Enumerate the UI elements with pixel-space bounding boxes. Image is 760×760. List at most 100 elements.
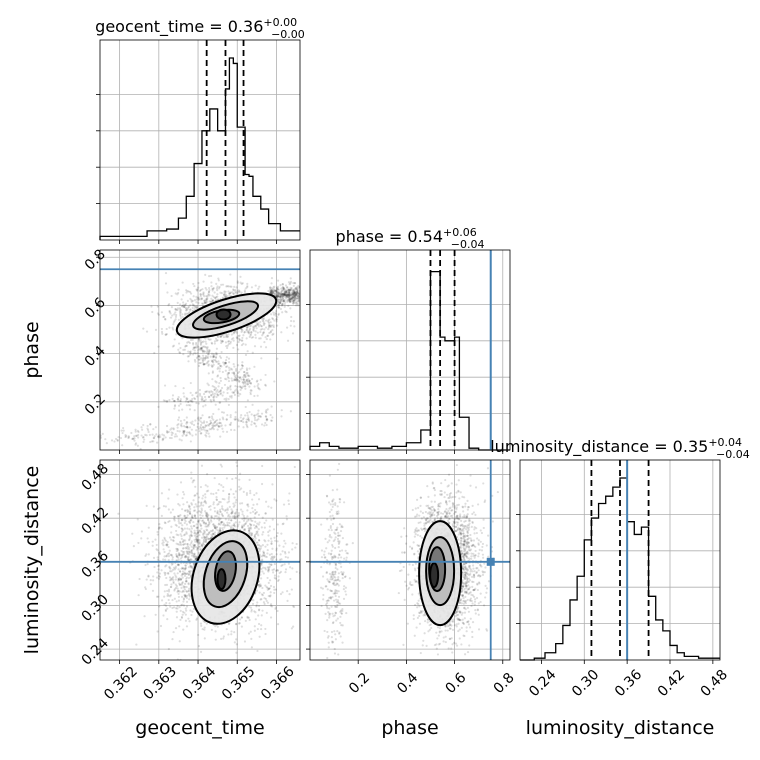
sample-point: [181, 550, 184, 554]
sample-point: [227, 342, 230, 346]
sample-point: [285, 290, 288, 293]
sample-point: [205, 298, 209, 301]
sample-point: [190, 551, 194, 555]
sample-point: [211, 391, 214, 394]
sample-point: [177, 342, 181, 345]
sample-point: [288, 290, 291, 294]
sample-point: [248, 381, 251, 385]
sample-point: [204, 345, 207, 349]
sample-point: [156, 441, 159, 444]
sample-point: [230, 428, 233, 431]
sample-point: [200, 398, 203, 401]
sample-point: [193, 524, 196, 527]
sample-point: [190, 533, 193, 536]
sample-point: [197, 297, 201, 301]
sample-point: [195, 538, 198, 541]
sample-point: [197, 521, 200, 524]
sample-point: [194, 419, 197, 422]
sample-point: [292, 289, 295, 292]
sample-point: [287, 298, 290, 301]
sample-point: [213, 392, 217, 395]
sample-point: [278, 544, 281, 547]
sample-point: [270, 289, 273, 292]
sample-point: [207, 286, 211, 290]
sample-point: [189, 391, 192, 394]
sample-point: [201, 350, 205, 354]
sample-point: [145, 504, 148, 508]
sample-point: [253, 539, 257, 542]
sample-point: [188, 528, 191, 531]
sample-point: [248, 327, 252, 330]
sample-point: [180, 574, 183, 577]
sample-point: [175, 616, 179, 619]
sample-point: [281, 591, 284, 594]
sample-point: [222, 293, 226, 296]
sample-point: [173, 399, 176, 403]
sample-point: [258, 521, 261, 524]
sample-point: [175, 435, 178, 438]
sample-point: [200, 501, 203, 504]
sample-point: [189, 433, 192, 436]
sample-point: [188, 310, 191, 313]
sample-point: [110, 439, 114, 442]
sample-point: [216, 511, 219, 514]
sample-point: [236, 516, 239, 519]
sample-point: [192, 554, 195, 558]
sample-point: [218, 381, 221, 385]
sample-point: [174, 318, 177, 321]
sample-point: [164, 318, 167, 321]
sample-point: [185, 422, 188, 425]
sample-point: [223, 524, 226, 527]
sample-point: [292, 292, 295, 295]
sample-point: [238, 376, 241, 379]
sample-point: [267, 570, 270, 573]
sample-point: [200, 502, 203, 505]
sample-point: [243, 516, 246, 519]
sample-point: [223, 291, 226, 294]
sample-point: [196, 289, 199, 292]
sample-point: [176, 426, 179, 429]
sample-point: [240, 487, 243, 490]
sample-point: [187, 559, 191, 562]
sample-point: [230, 394, 233, 398]
sample-point: [254, 284, 257, 287]
sample-point: [211, 424, 214, 427]
sample-point: [182, 534, 186, 537]
sample-point: [200, 341, 203, 344]
sample-point: [213, 517, 216, 520]
sample-point: [272, 324, 275, 327]
sample-point: [170, 531, 173, 534]
sample-point: [169, 553, 172, 557]
sample-point: [184, 547, 187, 550]
sample-point: [194, 557, 198, 560]
sample-point: [164, 583, 167, 587]
sample-point: [189, 297, 192, 300]
sample-point: [305, 529, 307, 531]
sample-point: [296, 288, 299, 291]
x-tick-label: 0.24: [526, 667, 559, 700]
sample-point: [291, 292, 294, 295]
sample-point: [237, 515, 240, 518]
sample-point: [207, 489, 210, 492]
sample-point: [132, 437, 135, 441]
sample-point: [236, 291, 239, 295]
sample-point: [225, 477, 228, 480]
sample-point: [202, 428, 205, 431]
sample-point: [203, 301, 206, 304]
sample-point: [178, 605, 181, 609]
sample-point: [226, 507, 229, 510]
sample-point: [202, 399, 205, 402]
sample-point: [285, 291, 288, 294]
sample-point: [167, 430, 170, 433]
histogram-step: [309, 270, 510, 451]
sample-point: [180, 549, 183, 553]
sample-point: [292, 291, 295, 294]
sample-point: [190, 399, 193, 402]
sample-point: [178, 590, 181, 593]
sample-point: [262, 331, 266, 334]
sample-point: [198, 529, 202, 532]
sample-point: [196, 352, 200, 355]
sample-point: [174, 315, 178, 319]
sample-point: [188, 505, 191, 508]
sample-point: [195, 535, 199, 538]
